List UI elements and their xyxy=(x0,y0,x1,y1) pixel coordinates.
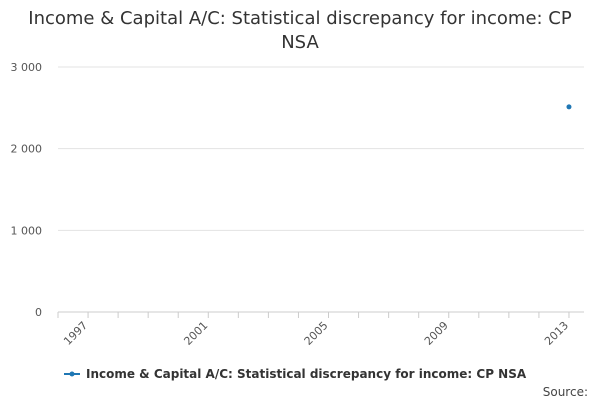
chart-title-line-1: Income & Capital A/C: Statistical discre… xyxy=(28,8,572,29)
x-tick-label: 1997 xyxy=(61,319,90,348)
x-tick-label: 2009 xyxy=(422,319,451,348)
gridlines xyxy=(57,66,584,318)
legend[interactable]: Income & Capital A/C: Statistical discre… xyxy=(64,367,527,381)
x-tick-label: 2013 xyxy=(542,319,571,348)
y-axis-ticks: 3 000 2 000 1 000 0 xyxy=(11,61,43,319)
legend-label[interactable]: Income & Capital A/C: Statistical discre… xyxy=(86,367,527,381)
source-label: Source: xyxy=(543,385,588,399)
y-tick-label: 3 000 xyxy=(11,61,43,74)
legend-swatch-marker xyxy=(69,371,75,377)
chart-title: Income & Capital A/C: Statistical discre… xyxy=(28,8,572,53)
x-tick-label: 2005 xyxy=(302,319,331,348)
x-axis-ticks: 1997 2001 2005 2009 2013 xyxy=(61,319,571,348)
data-point xyxy=(566,104,572,110)
y-tick-label: 0 xyxy=(35,306,42,319)
chart-title-line-2: NSA xyxy=(281,32,319,53)
y-tick-label: 1 000 xyxy=(11,224,43,237)
x-tick-label: 2001 xyxy=(181,319,210,348)
y-tick-label: 2 000 xyxy=(11,143,43,156)
series-marks xyxy=(566,104,572,110)
